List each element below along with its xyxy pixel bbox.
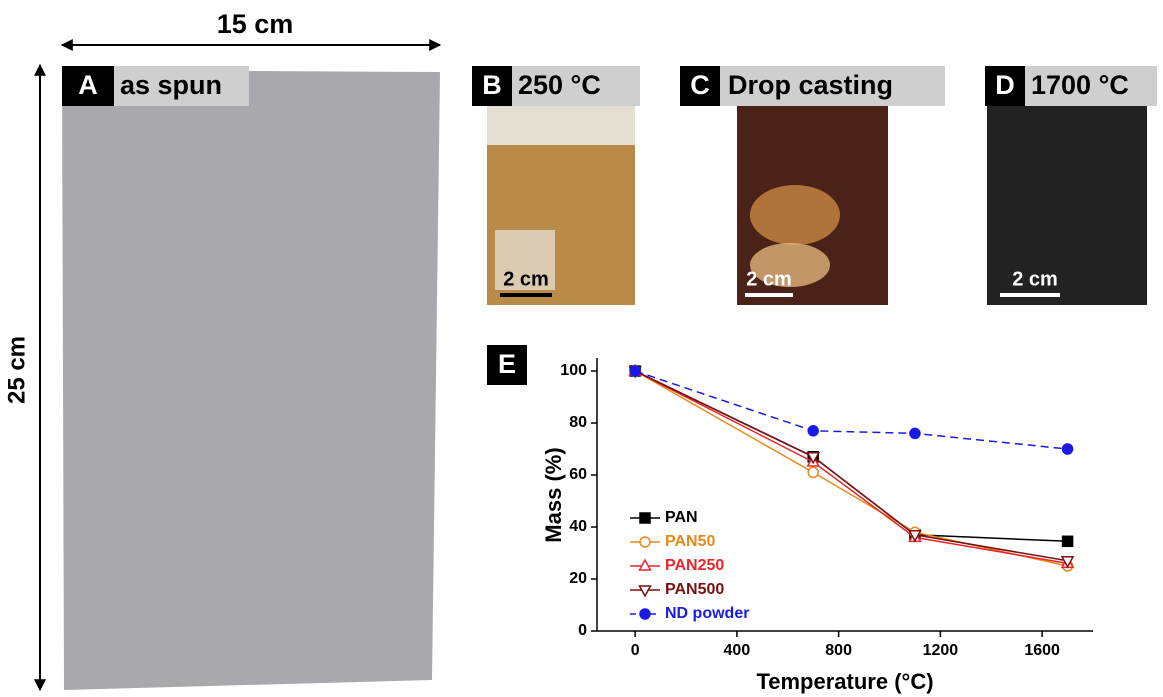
height-label: 25 cm [3,336,30,404]
data-point [808,426,818,436]
legend-marker [640,609,650,619]
panel-label: Drop casting [728,70,893,100]
y-tick-label: 100 [560,362,587,379]
y-axis-title: Mass (%) [541,447,566,542]
legend-marker [640,537,650,547]
data-point [1063,536,1073,546]
photo-1700 [987,100,1147,305]
x-tick-label: 800 [825,642,852,659]
series-line [635,371,1067,449]
panel-label: 250 °C [518,70,601,100]
panel-letter: C [690,70,710,100]
width-label: 15 cm [217,9,294,39]
panel-letter: D [995,70,1015,100]
y-tick-label: 0 [578,622,587,639]
legend-label: PAN250 [665,557,724,574]
panel-letter: E [498,349,516,379]
x-tick-label: 400 [724,642,751,659]
x-tick-label: 1200 [923,642,959,659]
series-line [635,371,1067,541]
plot: 0 400 800 1200 1600 0 20 40 60 80 100 PAN PAN50 PAN25… [560,358,1093,659]
legend-marker [640,560,651,570]
data-point [808,467,818,477]
legend-label: PAN50 [665,533,715,550]
legend-label: PAN500 [665,581,724,598]
panel-letter: B [482,70,502,100]
legend-label: ND powder [665,605,749,622]
data-point [1063,444,1073,454]
y-tick-label: 20 [569,570,587,587]
x-tick-label: 0 [631,642,640,659]
photo-as-spun [62,70,440,690]
scale-bar-label: 2 cm [1012,268,1058,290]
x-tick-label: 1600 [1024,642,1060,659]
legend-marker [640,513,650,523]
scale-bar-label: 2 cm [746,268,792,290]
y-tick-label: 80 [569,414,587,431]
photo-region [487,100,635,145]
panel-letter: A [78,70,98,100]
y-tick-label: 40 [569,518,587,535]
panel-label: 1700 °C [1031,70,1129,100]
legend-label: PAN [665,509,698,526]
data-point [630,366,640,376]
y-tick-label: 60 [569,466,587,483]
data-point [910,428,920,438]
legend-marker [640,586,651,596]
x-axis-title: Temperature (°C) [756,669,933,694]
figure: 15 cm 25 cm A as spun 2 cm B 250 °C 2 cm… [0,0,1163,697]
panel-label: as spun [120,70,222,100]
photo-region [750,185,840,245]
scale-bar-label: 2 cm [503,268,549,290]
